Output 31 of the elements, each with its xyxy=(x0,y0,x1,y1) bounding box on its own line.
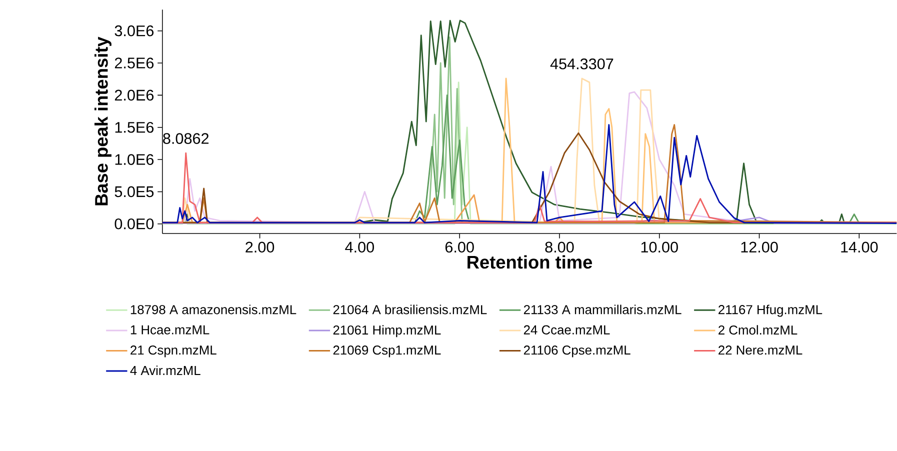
legend-label: 21064 A brasiliensis.mzML xyxy=(333,304,487,314)
x-tick-label: 6.00 xyxy=(445,242,474,253)
legend-label: 4 Avir.mzML xyxy=(130,366,200,376)
legend-label: 21069 Csp1.mzML xyxy=(333,346,441,358)
annotation: 454.3307 xyxy=(550,58,614,70)
legend-label: 21133 A mammillaris.mzML xyxy=(524,304,682,314)
y-tick-label: 1.5E6 xyxy=(115,122,154,133)
legend-label: 24 Ccae.mzML xyxy=(524,325,610,335)
x-tick-label: 12.00 xyxy=(741,242,778,253)
legend-label: 18798 A amazonensis.mzML xyxy=(130,304,296,314)
legend-label: 2 Cmol.mzML xyxy=(718,325,798,335)
annotation: 8.0862 xyxy=(163,133,209,144)
x-tick-label: 4.00 xyxy=(345,242,374,253)
legend-label: 21 Cspn.mzML xyxy=(130,346,216,358)
y-tick-label: 1.0E6 xyxy=(115,154,154,166)
legend-label: 21061 Himp.mzML xyxy=(333,325,441,338)
y-tick-label: 0.0E0 xyxy=(114,218,154,230)
y-tick-label: 2.5E6 xyxy=(114,58,154,69)
x-tick-label: 2.00 xyxy=(246,242,274,253)
x-tick-label: 14.00 xyxy=(841,242,878,253)
y-tick-label: 2.0E6 xyxy=(114,90,154,101)
x-tick-label: 8.00 xyxy=(545,242,574,253)
legend-label: 21167 Hfug.mzML xyxy=(718,304,822,317)
x-axis-title: Retention time xyxy=(468,255,592,269)
legend-label: 21106 Cpse.mzML xyxy=(524,346,630,358)
legend-label: 22 Nere.mzML xyxy=(718,346,802,355)
y-tick-label: 5.0E5 xyxy=(114,186,154,198)
y-axis-title: Base peak intensity xyxy=(94,36,112,206)
legend-label: 1 Hcae.mzML xyxy=(130,326,210,335)
x-tick-label: 10.00 xyxy=(641,242,678,253)
y-tick-label: 3.0E6 xyxy=(114,26,154,36)
